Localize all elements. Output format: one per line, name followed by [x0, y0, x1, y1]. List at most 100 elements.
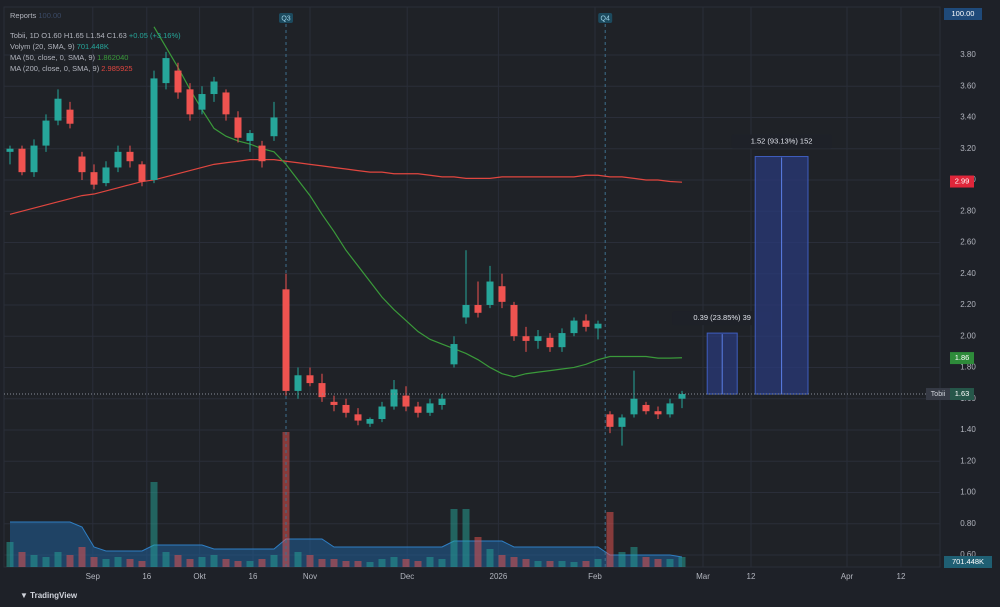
indicator-value: 701.448K — [77, 42, 109, 51]
x-tick-label: Sep — [86, 572, 101, 581]
x-tick-label: Feb — [588, 572, 602, 581]
candle-body — [210, 81, 218, 95]
x-tick-label: Apr — [841, 572, 854, 581]
indicator-name: Volym (20, SMA, 9) — [10, 42, 75, 51]
y-tick-label: 2.80 — [960, 206, 976, 215]
candle-body — [306, 375, 314, 384]
volume-bar — [438, 559, 446, 567]
volume-bar — [558, 561, 566, 567]
ma200-line — [9, 159, 683, 215]
legend-item: MA (200, close, 0, SMA, 9) 2.985925 — [10, 64, 133, 73]
candle-body — [414, 406, 422, 413]
volume-bar — [582, 561, 590, 567]
event-label: Q4 — [601, 15, 610, 22]
volume-bar — [102, 559, 110, 567]
volume-bar — [618, 552, 626, 567]
candle-body — [642, 404, 650, 412]
volume-bar — [114, 557, 122, 567]
ma50-line — [153, 26, 683, 378]
volume-bar — [402, 559, 410, 567]
scale-marker-bg — [944, 8, 982, 20]
volume-bar — [318, 559, 326, 567]
title: Reports — [10, 11, 37, 20]
indicator-name: MA (200, close, 0, SMA, 9) — [10, 64, 100, 73]
volume-bar — [654, 559, 662, 567]
y-tick-label: 1.20 — [960, 456, 976, 465]
candle-body — [282, 289, 290, 391]
volume-bar — [90, 557, 98, 567]
volume-bar — [426, 557, 434, 567]
event-badge — [279, 13, 293, 23]
candle-body — [402, 395, 410, 407]
volume-bar — [522, 559, 530, 567]
candle-body — [222, 92, 230, 115]
y-tick-label: 0.80 — [960, 519, 976, 528]
y-tick-label: 3.80 — [960, 50, 976, 59]
candle-body — [630, 398, 638, 415]
close: C1.63 — [107, 31, 127, 40]
indicator-value: 2.985925 — [101, 64, 132, 73]
candle-body — [378, 406, 386, 420]
volume-bar — [666, 559, 674, 567]
volume-badge-bg — [944, 556, 992, 568]
volume-bar — [390, 557, 398, 567]
candle-body — [474, 304, 482, 313]
price-badge-label: 2.99 — [955, 177, 970, 186]
volume-bar — [234, 561, 242, 567]
volume-bar — [78, 547, 86, 567]
volume-bar — [198, 557, 206, 567]
measure-label-bg — [672, 311, 773, 326]
volume-bar — [210, 555, 218, 567]
y-tick-label: 2.60 — [960, 238, 976, 247]
indicator-value: 1.862040 — [97, 53, 128, 62]
candle-body — [486, 281, 494, 305]
candle-body — [510, 304, 518, 337]
y-tick-label: 0.60 — [960, 550, 976, 559]
change: +0.05 (+3.16%) — [129, 31, 181, 40]
candle-body — [426, 403, 434, 413]
legend: Volym (20, SMA, 9) 701.448K MA (50, close… — [10, 42, 133, 73]
last-price-name: Tobii — [931, 391, 946, 398]
candle-body — [186, 89, 194, 115]
candle-body — [174, 70, 182, 93]
brand-name: TradingView — [30, 591, 78, 600]
scale-marker: 100.00 — [952, 9, 975, 18]
candle-body — [78, 156, 86, 173]
candle-body — [246, 133, 254, 141]
y-tick-label: 3.60 — [960, 81, 976, 90]
volume-bar — [6, 542, 14, 567]
volume-bar — [546, 561, 554, 567]
x-tick-label: 16 — [142, 572, 151, 581]
volume-bar — [42, 557, 50, 567]
candle-body — [330, 401, 338, 405]
last-price-name-bg — [926, 388, 950, 401]
volume-bar — [126, 559, 134, 567]
high: H1.65 — [64, 31, 84, 40]
title-value: 100.00 — [38, 11, 61, 20]
candle-body — [66, 109, 74, 124]
brand: ▼ TradingView — [20, 591, 78, 600]
candle-body — [198, 94, 206, 110]
volume-bar — [486, 549, 494, 567]
y-tick-label: 3.40 — [960, 113, 976, 122]
volume-bar — [162, 552, 170, 567]
x-tick-label: 12 — [897, 572, 906, 581]
volume-bar — [306, 555, 314, 567]
x-tick-label: Dec — [400, 572, 414, 581]
y-tick-label: 2.20 — [960, 300, 976, 309]
price-badge — [950, 175, 974, 188]
measure-label-bg — [731, 134, 832, 149]
candle-body — [150, 78, 158, 180]
low: L1.54 — [86, 31, 105, 40]
x-tick-label: 2026 — [490, 572, 508, 581]
symbol: Tobii, 1D — [10, 31, 40, 40]
volume-bar — [186, 559, 194, 567]
candle-body — [6, 148, 14, 152]
legend-ohlc: Tobii, 1D O1.60 H1.65 L1.54 C1.63 +0.05 … — [10, 31, 181, 40]
price-badge-label: 1.86 — [955, 353, 970, 362]
candle-body — [462, 304, 470, 318]
volume-bar — [270, 555, 278, 567]
candle-body — [654, 411, 662, 415]
volume-bar — [414, 561, 422, 567]
